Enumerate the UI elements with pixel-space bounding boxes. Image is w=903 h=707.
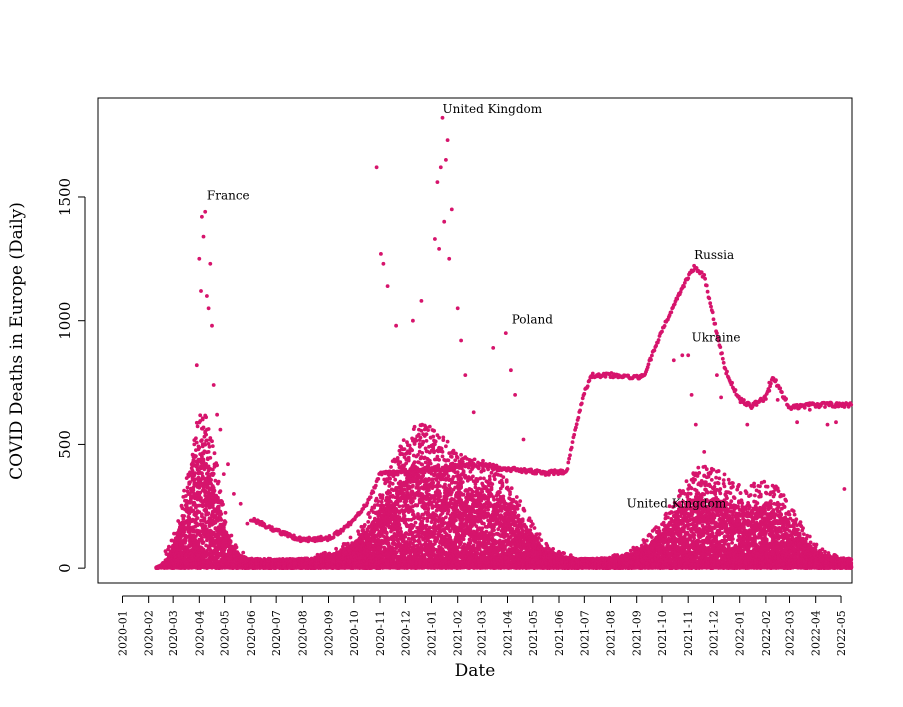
data-point <box>191 488 196 493</box>
data-point <box>194 440 199 445</box>
data-point <box>215 463 220 468</box>
data-point <box>201 425 206 430</box>
data-points <box>154 115 854 570</box>
data-point <box>188 480 192 485</box>
data-point <box>189 506 193 510</box>
data-point <box>241 550 246 555</box>
data-point <box>182 514 187 518</box>
data-point <box>204 415 209 420</box>
data-point <box>189 498 193 502</box>
data-point <box>181 517 186 521</box>
data-point <box>182 488 187 493</box>
data-point <box>200 438 204 443</box>
data-point <box>210 444 215 448</box>
data-point <box>203 442 208 447</box>
data-point <box>216 479 221 484</box>
data-point <box>368 495 373 500</box>
data-point <box>200 471 204 475</box>
data-point <box>200 512 204 517</box>
data-point <box>365 501 370 505</box>
data-point <box>167 544 171 549</box>
data-point <box>219 518 224 522</box>
data-point <box>216 504 221 509</box>
data-point <box>207 444 212 449</box>
data-point <box>212 451 217 456</box>
data-point <box>198 413 203 418</box>
data-point <box>213 478 218 483</box>
data-point <box>187 516 192 520</box>
data-point <box>366 520 371 524</box>
data-point <box>212 488 217 493</box>
data-point <box>195 516 200 520</box>
data-point <box>193 471 198 475</box>
data-point <box>201 540 206 545</box>
data-point <box>362 523 367 527</box>
data-point <box>218 489 223 493</box>
data-point <box>331 535 336 540</box>
data-point <box>228 540 233 544</box>
data-point <box>221 502 225 507</box>
data-point <box>216 495 220 500</box>
data-point <box>209 478 214 482</box>
data-point <box>210 439 214 444</box>
data-point <box>219 512 224 516</box>
data-point <box>234 545 239 550</box>
data-point <box>200 504 205 509</box>
data-point <box>200 535 204 540</box>
data-point <box>368 515 372 520</box>
data-point <box>185 506 190 510</box>
data-point <box>197 445 202 450</box>
data-point <box>185 485 190 490</box>
data-point <box>190 468 195 473</box>
data-point <box>223 520 228 524</box>
data-point <box>229 533 234 538</box>
data-point <box>348 535 353 540</box>
data-point <box>224 530 229 535</box>
data-point <box>204 432 209 437</box>
data-point <box>223 510 228 515</box>
data-point <box>194 436 198 441</box>
data-point <box>195 424 200 429</box>
data-point <box>208 456 213 460</box>
data-point <box>200 417 205 422</box>
plot-frame <box>97 97 853 584</box>
data-point <box>195 465 200 470</box>
data-point <box>211 471 216 476</box>
data-point <box>206 427 211 431</box>
data-point <box>334 546 338 551</box>
data-point <box>206 511 211 516</box>
data-point <box>206 450 211 454</box>
data-point <box>205 438 209 443</box>
